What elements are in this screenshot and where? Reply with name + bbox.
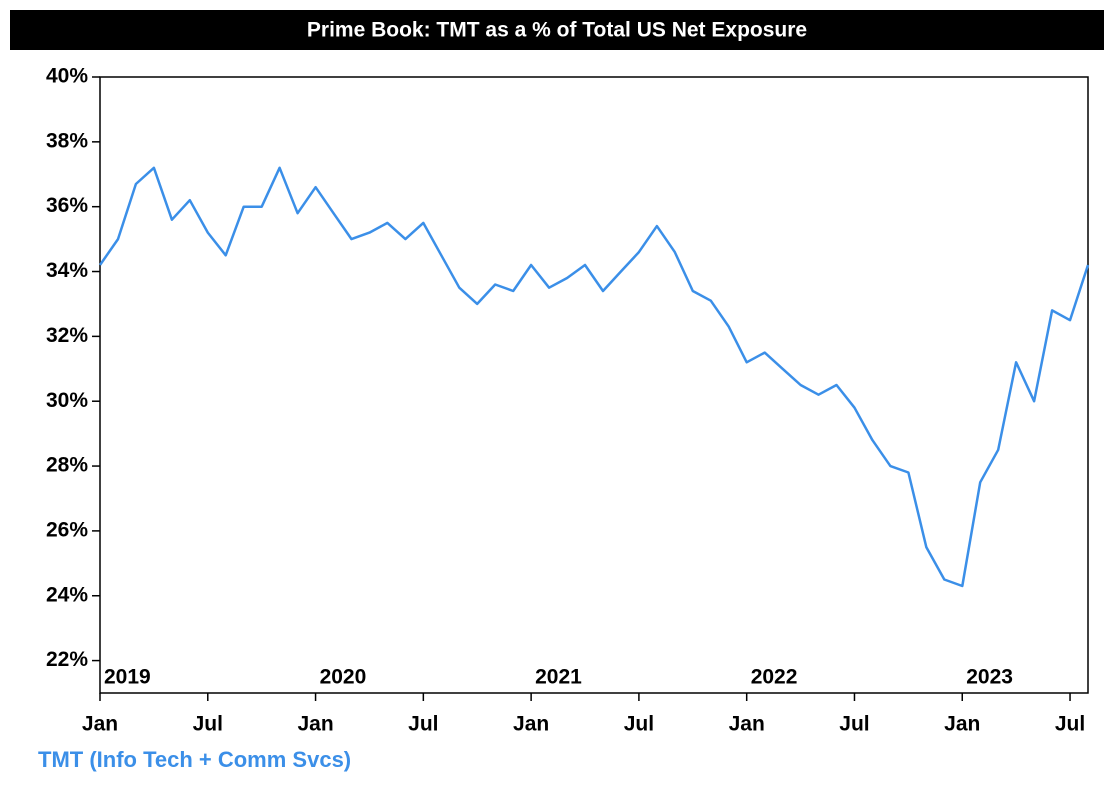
x-tick-label: Jan: [944, 713, 980, 736]
y-tick-label: 32%: [46, 324, 88, 347]
x-tick-label: Jan: [297, 713, 333, 736]
y-tick-label: 30%: [46, 389, 88, 412]
x-tick-label: Jul: [408, 713, 438, 736]
x-tick-label: Jan: [82, 713, 118, 736]
year-label: 2023: [966, 666, 1013, 689]
y-tick-label: 34%: [46, 259, 88, 282]
series-line: [98, 166, 1090, 588]
y-tick-label: 40%: [46, 65, 88, 88]
year-label: 2021: [535, 666, 582, 689]
y-tick-label: 24%: [46, 583, 88, 606]
legend-label: TMT (Info Tech + Comm Svcs): [38, 747, 351, 772]
x-tick-label: Jul: [1055, 713, 1085, 736]
year-label: 2019: [104, 666, 151, 689]
y-tick-label: 22%: [46, 648, 88, 671]
title-bar: [10, 10, 1104, 50]
chart-title: Prime Book: TMT as a % of Total US Net E…: [307, 19, 807, 42]
year-label: 2020: [320, 666, 367, 689]
x-tick-label: Jan: [513, 713, 549, 736]
y-tick-label: 36%: [46, 194, 88, 217]
x-tick-label: Jul: [193, 713, 223, 736]
plot-frame: [99, 76, 1089, 694]
year-label: 2022: [751, 666, 798, 689]
x-tick-label: Jan: [729, 713, 765, 736]
y-tick-label: 28%: [46, 454, 88, 477]
x-tick-label: Jul: [839, 713, 869, 736]
x-tick-label: Jul: [624, 713, 654, 736]
y-tick-label: 38%: [46, 129, 88, 152]
y-tick-label: 26%: [46, 518, 88, 541]
